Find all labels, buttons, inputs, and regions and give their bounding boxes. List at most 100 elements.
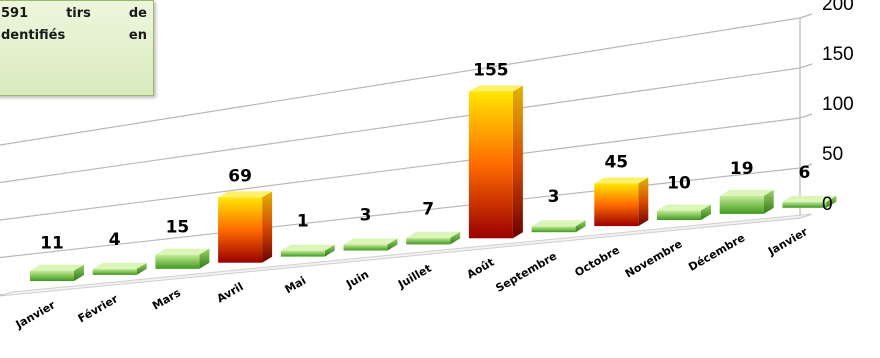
x-tick-label: Avril	[215, 280, 246, 305]
bar-side	[199, 248, 210, 269]
data-label: 10	[667, 174, 691, 194]
bar	[218, 191, 273, 263]
bar-top	[594, 177, 649, 184]
y-tick-label: 0	[822, 194, 833, 215]
floor-plane	[0, 213, 813, 297]
gridline-tick	[799, 63, 813, 69]
data-label: 7	[422, 199, 434, 219]
data-labels: 11 4 15 69 1 3 7 155 3 45 10 19 6	[40, 60, 810, 253]
bar-front	[30, 270, 74, 281]
gridline-tick	[799, 113, 813, 119]
bar-front	[155, 254, 200, 269]
gridline-tick	[799, 163, 813, 169]
data-label: 15	[166, 218, 190, 238]
y-axis-ticks: 0 50 100 150 200	[822, 0, 854, 215]
bar-front	[280, 250, 325, 257]
x-tick-label: Novembre	[623, 237, 685, 280]
bar-top	[468, 85, 523, 92]
bar-front	[594, 183, 639, 227]
bar	[30, 264, 84, 281]
bar-top	[719, 189, 774, 196]
data-label: 155	[473, 60, 509, 80]
bars	[30, 85, 837, 281]
bar-side	[575, 220, 586, 233]
bar-top	[218, 191, 273, 198]
x-tick-label: Janvier	[13, 298, 58, 332]
bar-side	[826, 195, 837, 208]
bar	[468, 85, 523, 239]
bar	[594, 177, 649, 227]
bar	[406, 231, 461, 245]
bar-top	[531, 220, 586, 227]
bar-front	[531, 226, 576, 233]
bar-side	[701, 204, 711, 220]
bar-front	[218, 197, 263, 263]
bar	[531, 220, 586, 233]
bar-side	[136, 262, 147, 275]
x-tick-label: Juin	[343, 268, 371, 292]
y-tick-label: 150	[822, 44, 854, 65]
bar-side	[262, 191, 273, 263]
data-label: 1	[297, 212, 309, 232]
data-label: 3	[548, 187, 560, 207]
bar-top	[657, 204, 711, 211]
data-label: 45	[604, 152, 628, 172]
x-tick-label: Décembre	[686, 231, 747, 274]
bar-side	[512, 85, 523, 239]
bar-side	[450, 231, 461, 245]
gridline	[0, 67, 801, 184]
bar-top	[155, 248, 210, 255]
data-label: 69	[228, 166, 252, 186]
info-callout-box: 591 tirs de dentifiés en	[0, 0, 154, 96]
bar-front	[92, 268, 137, 275]
bar-top	[280, 244, 335, 251]
bar	[782, 195, 837, 208]
y-tick-label: 200	[822, 0, 854, 15]
gridline-tick	[799, 13, 813, 19]
bar	[155, 248, 210, 269]
bar	[280, 244, 335, 257]
bar	[657, 204, 711, 220]
bar-side	[324, 244, 335, 257]
bar-side	[74, 264, 84, 281]
bar	[343, 238, 398, 251]
x-tick-label: Février	[76, 292, 121, 325]
bar-top	[343, 238, 398, 245]
x-tick-label: Janvier	[765, 225, 810, 259]
bar-front	[782, 201, 827, 208]
x-tick-label: Août	[465, 256, 497, 282]
data-label: 11	[40, 234, 64, 254]
data-label: 3	[360, 206, 372, 226]
y-tick-label: 50	[822, 144, 843, 165]
data-label: 19	[730, 159, 754, 179]
bar	[92, 262, 147, 275]
gridline	[0, 117, 801, 221]
bar-top	[782, 195, 837, 202]
gridlines	[0, 13, 813, 296]
y-tick-label: 100	[822, 94, 854, 115]
bar	[719, 189, 774, 214]
bar-side	[387, 238, 398, 251]
x-tick-label: Mars	[150, 286, 183, 313]
bar-front	[468, 91, 513, 239]
bar-top	[92, 262, 147, 269]
data-label: 4	[109, 230, 121, 250]
info-line-2: dentifiés en	[1, 28, 147, 43]
info-line-1: 591 tirs de	[1, 6, 147, 21]
x-tick-label: Mai	[283, 274, 309, 296]
bar-top	[406, 231, 461, 238]
bar-front	[657, 210, 701, 220]
x-tick-label: Juillet	[395, 262, 434, 292]
bar-front	[406, 237, 451, 245]
gridline	[0, 17, 801, 146]
bar-side	[763, 189, 774, 214]
chart-floor	[0, 213, 813, 297]
gridline	[0, 167, 801, 259]
data-label: 6	[798, 163, 810, 183]
bar-front	[343, 244, 388, 251]
bar-side	[638, 177, 649, 227]
bar-front	[719, 195, 764, 214]
x-tick-label: Octobre	[572, 243, 621, 279]
x-tick-label: Septembre	[494, 250, 560, 295]
